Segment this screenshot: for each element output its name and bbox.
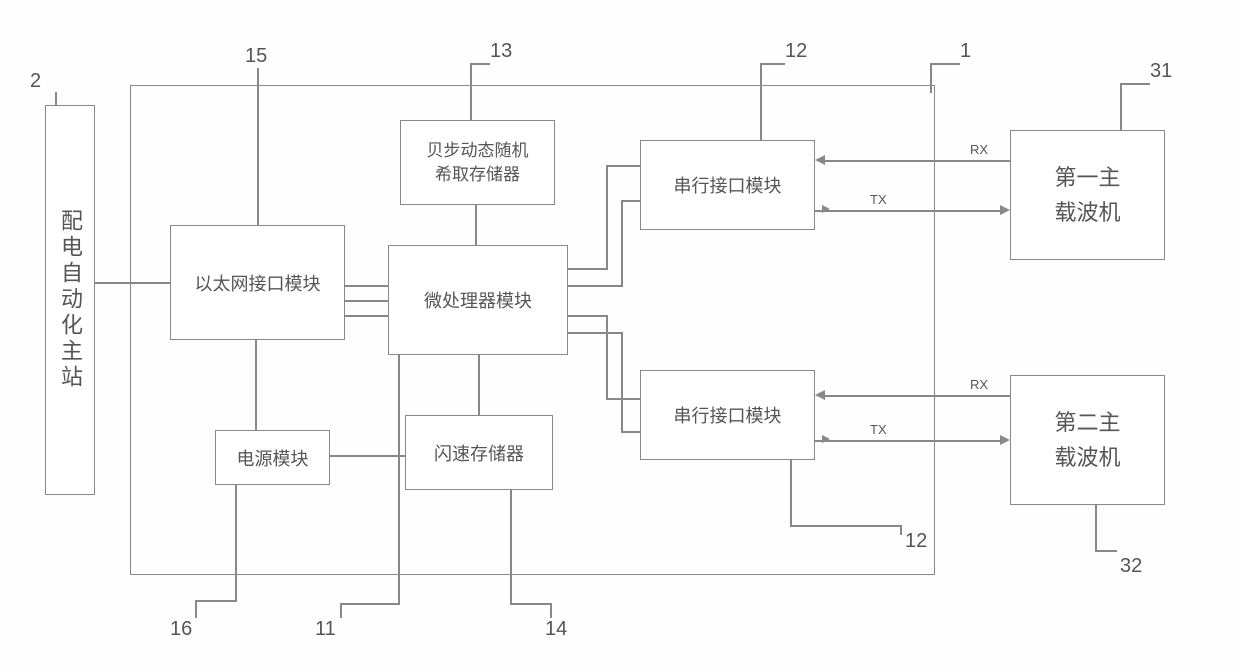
ref-12b: 12 — [905, 530, 927, 553]
conn-mcu-s2-h4 — [621, 431, 640, 433]
station-label: 配电自动化主站 — [54, 209, 86, 391]
lead-16v2 — [195, 600, 197, 618]
ref-16: 16 — [170, 618, 192, 641]
conn-eth-power — [255, 340, 257, 430]
carrier2-label: 第二主载波机 — [1054, 405, 1120, 475]
ref-14: 14 — [545, 618, 567, 641]
conn-station-ethernet — [95, 282, 170, 284]
conn-mcu-s1-v2 — [621, 200, 623, 287]
lead-16h — [195, 600, 237, 602]
conn-mcu-s2-h1 — [568, 315, 608, 317]
conn-power-flash — [330, 455, 405, 457]
lead-32 — [1095, 505, 1097, 550]
lead-14 — [510, 490, 512, 603]
arrow-s1-rx — [815, 155, 825, 165]
lead-32h — [1095, 550, 1117, 552]
lead-2 — [55, 92, 57, 105]
conn-mcu-s1-h1 — [568, 268, 608, 270]
arrow-s2-rx — [815, 390, 825, 400]
label-tx-2: TX — [870, 422, 887, 437]
power-label: 电源模块 — [237, 445, 309, 471]
ref-1: 1 — [960, 40, 971, 63]
ref-32: 32 — [1120, 555, 1142, 578]
conn-mcu-s1-h4 — [621, 200, 640, 202]
conn-mcu-s1-h2 — [606, 165, 640, 167]
ethernet-label: 以太网接口模块 — [195, 270, 321, 296]
node-flash: 闪速存储器 — [405, 415, 553, 490]
node-mcu: 微处理器模块 — [388, 245, 568, 355]
conn-s2-c2-tx — [815, 440, 1000, 442]
lead-11v2 — [340, 603, 342, 618]
lead-13 — [470, 63, 472, 120]
lead-12bh — [790, 525, 900, 527]
conn-s1-c1-tx — [815, 210, 1000, 212]
arrow-s1-tx-inner — [822, 205, 830, 213]
lead-12a — [760, 63, 762, 140]
ref-12a: 12 — [785, 40, 807, 63]
node-sdram: 贝步动态随机希取存储器 — [400, 120, 555, 205]
node-serial1: 串行接口模块 — [640, 140, 815, 230]
label-rx-2: RX — [970, 377, 988, 392]
node-station: 配电自动化主站 — [45, 105, 95, 495]
node-serial2: 串行接口模块 — [640, 370, 815, 460]
conn-mcu-s2-v2 — [621, 332, 623, 433]
lead-12bv2 — [900, 525, 902, 535]
conn-mcu-s1-v1 — [606, 165, 608, 270]
conn-mcu-s1-h3 — [568, 285, 623, 287]
lead-1 — [930, 63, 932, 93]
node-ethernet: 以太网接口模块 — [170, 225, 345, 340]
mcu-label: 微处理器模块 — [424, 287, 532, 313]
lead-15v — [257, 68, 259, 158]
lead-11h — [340, 603, 400, 605]
conn-eth-mcu-1 — [345, 285, 388, 287]
flash-label: 闪速存储器 — [434, 440, 524, 466]
label-tx-1: TX — [870, 192, 887, 207]
sdram-label: 贝步动态随机希取存储器 — [427, 139, 529, 187]
lead-14v2 — [550, 603, 552, 618]
ref-15: 15 — [245, 45, 267, 68]
lead-1h — [930, 63, 960, 65]
ref-2: 2 — [30, 70, 41, 93]
conn-mcu-s2-v1 — [606, 315, 608, 400]
conn-s1-c1-rx — [825, 160, 1010, 162]
ref-13: 13 — [490, 40, 512, 63]
lead-12ah — [760, 63, 785, 65]
lead-13h — [470, 63, 490, 65]
lead-31 — [1120, 83, 1122, 130]
node-power: 电源模块 — [215, 430, 330, 485]
conn-sdram-mcu — [475, 205, 477, 245]
lead-11v — [398, 355, 400, 603]
lead-31h — [1120, 83, 1150, 85]
lead-15v2 — [257, 158, 259, 225]
ref-31: 31 — [1150, 60, 1172, 83]
conn-s2-c2-rx — [825, 395, 1010, 397]
label-rx-1: RX — [970, 142, 988, 157]
arrow-s2-tx — [1000, 435, 1010, 445]
ref-11: 11 — [315, 618, 336, 641]
conn-mcu-flash — [478, 355, 480, 415]
conn-mcu-s2-h2 — [606, 398, 640, 400]
lead-14h — [510, 603, 550, 605]
arrow-s2-tx-inner — [822, 435, 830, 443]
lead-16 — [235, 485, 237, 600]
node-carrier2: 第二主载波机 — [1010, 375, 1165, 505]
serial2-label: 串行接口模块 — [674, 402, 782, 428]
conn-eth-mcu-3 — [345, 315, 388, 317]
conn-mcu-s2-h3 — [568, 332, 623, 334]
carrier1-label: 第一主载波机 — [1054, 160, 1120, 230]
lead-12b — [790, 460, 792, 525]
serial1-label: 串行接口模块 — [674, 172, 782, 198]
conn-eth-mcu-2 — [345, 300, 388, 302]
arrow-s1-tx — [1000, 205, 1010, 215]
node-carrier1: 第一主载波机 — [1010, 130, 1165, 260]
